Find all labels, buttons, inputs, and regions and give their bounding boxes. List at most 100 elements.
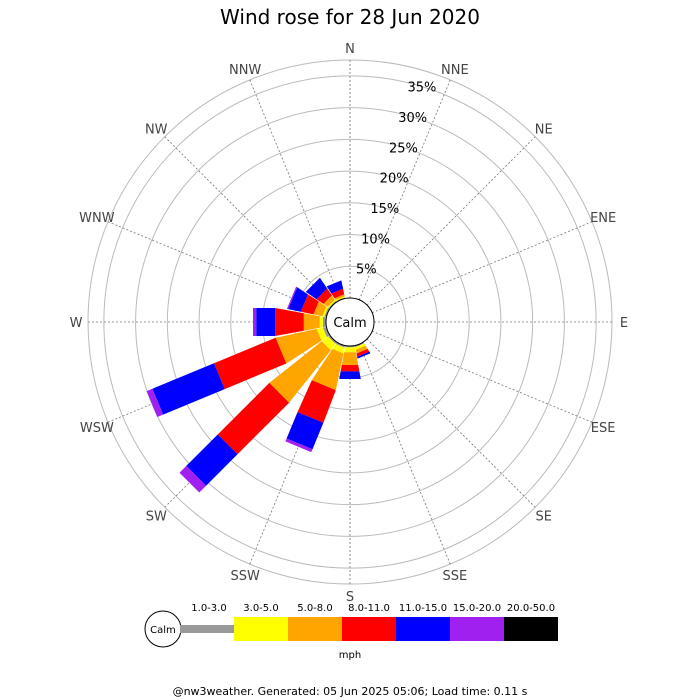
bar-segment-sse-5-0-8-0 xyxy=(355,345,368,354)
direction-label-wsw: WSW xyxy=(80,421,114,436)
direction-labels: N NNE NE ENE E ESE SE SSE S SSW SW WSW W WNW NW NNW xyxy=(70,42,629,605)
bar-segment-s-8-0-11-0 xyxy=(340,365,360,372)
bar-segment-sw-8-0-11-0 xyxy=(217,382,290,455)
direction-label-ese: ESE xyxy=(591,421,616,436)
bar-segment-wsw-15-0-20-0 xyxy=(146,388,164,417)
bar-segment-wnw-5-0-8-0 xyxy=(313,301,327,317)
legend-swatch-20-0-50-0 xyxy=(504,617,558,641)
bar-segment-sse-8-0-11-0 xyxy=(356,348,370,357)
legend-swatch-1-0-3-0 xyxy=(180,625,234,633)
ring-label: 5% xyxy=(356,263,377,278)
grid-ring xyxy=(135,107,565,537)
legend-unit: mph xyxy=(339,650,361,661)
bar-segment-s-3-0-5-0 xyxy=(344,347,356,353)
bar-segment-sse-11-0-15-0 xyxy=(357,351,371,359)
legend-label-20-0-50-0: 20.0-50.0 xyxy=(507,603,555,614)
legend-label-8-0-11-0: 8.0-11.0 xyxy=(348,603,390,614)
bar-segment-wsw-5-0-8-0 xyxy=(275,328,322,364)
bar-segment-w-15-0-20-0 xyxy=(253,308,257,336)
bar-segment-wnw-8-0-11-0 xyxy=(300,294,319,315)
wind-bars xyxy=(146,277,371,493)
ring-labels: 5% 10% 15% 20% 25% 30% 35% xyxy=(356,81,436,278)
direction-label-s: S xyxy=(346,590,354,605)
bar-segment-wnw-3-0-5-0 xyxy=(322,306,328,317)
legend-swatch-3-0-5-0 xyxy=(234,617,288,641)
bar-segment-wnw-11-0-15-0 xyxy=(288,287,308,312)
bar-segment-sw-3-0-5-0 xyxy=(321,336,336,351)
direction-label-wnw: WNW xyxy=(79,211,115,226)
direction-label-nw: NW xyxy=(145,122,168,137)
bar-segment-wsw-8-0-11-0 xyxy=(214,337,287,390)
legend-swatch-5-0-8-0 xyxy=(288,617,342,641)
grid-ring xyxy=(230,202,470,442)
bar-segment-ssw-11-0-15-0 xyxy=(286,412,324,450)
grid-ring xyxy=(166,138,534,506)
direction-label-ene: ENE xyxy=(590,211,616,226)
bar-segment-sw-11-0-15-0 xyxy=(186,434,238,486)
bar-segment-wsw-1-0-3-0 xyxy=(322,327,330,338)
bar-segment-w-5-0-8-0 xyxy=(303,313,320,331)
direction-label-nne: NNE xyxy=(441,63,469,78)
footer-text: @nw3weather. Generated: 05 Jun 2025 05:0… xyxy=(173,685,528,698)
direction-label-sse: SSE xyxy=(442,569,467,584)
bar-segment-nnw-5-0-8-0 xyxy=(334,294,345,300)
bar-segment-sse-3-0-5-0 xyxy=(355,343,366,350)
bar-segment-s-11-0-15-0 xyxy=(339,371,361,379)
bar-segment-sw-15-0-20-0 xyxy=(179,465,207,493)
speed-legend: Calm 1.0-3.0 3.0-5.0 5.0-8.0 8.0-11.0 11.0-1… xyxy=(144,603,558,661)
ring-label: 35% xyxy=(408,81,437,96)
bar-segment-s-5-0-8-0 xyxy=(341,352,359,365)
bar-segment-wsw-3-0-5-0 xyxy=(316,327,327,341)
legend-label-3-0-5-0: 3.0-5.0 xyxy=(243,603,278,614)
direction-label-nnw: NNW xyxy=(229,63,261,78)
bar-segment-nw-5-0-8-0 xyxy=(323,295,335,307)
ring-label: 10% xyxy=(361,232,390,247)
legend-label-15-0-20-0: 15.0-20.0 xyxy=(453,603,501,614)
legend-calm-label: Calm xyxy=(150,625,176,636)
bar-segment-sw-5-0-8-0 xyxy=(269,341,331,403)
direction-label-w: W xyxy=(70,316,83,331)
calm-label: Calm xyxy=(333,316,366,331)
bar-segment-nnw-11-0-15-0 xyxy=(326,280,344,294)
direction-label-se: SE xyxy=(536,510,552,525)
legend-swatch-8-0-11-0 xyxy=(342,617,396,641)
legend-swatch-11-0-15-0 xyxy=(396,617,450,641)
direction-label-ssw: SSW xyxy=(230,569,260,584)
bar-segment-wnw-1-0-3-0 xyxy=(324,307,330,317)
bar-segment-nw-3-0-5-0 xyxy=(327,299,336,308)
bar-segment-w-1-0-3-0 xyxy=(322,316,326,328)
bar-segment-nnw-3-0-5-0 xyxy=(335,296,345,301)
ring-label: 20% xyxy=(380,172,409,187)
bar-segment-nw-1-0-3-0 xyxy=(328,300,337,309)
direction-label-e: E xyxy=(620,316,628,331)
bar-segment-wsw-11-0-15-0 xyxy=(152,363,225,415)
calm-center: Calm xyxy=(325,297,375,347)
ring-label: 30% xyxy=(398,111,427,126)
direction-label-ne: NE xyxy=(535,122,553,137)
legend-label-1-0-3-0: 1.0-3.0 xyxy=(191,603,226,614)
bar-segment-ssw-1-0-3-0 xyxy=(335,342,345,348)
bar-segment-w-3-0-5-0 xyxy=(319,316,323,328)
legend-label-11-0-15-0: 11.0-15.0 xyxy=(399,603,447,614)
bar-segment-ssw-5-0-8-0 xyxy=(311,348,344,391)
direction-label-sw: SW xyxy=(146,510,167,525)
ring-label: 15% xyxy=(370,202,399,217)
bar-segment-sse-1-0-3-0 xyxy=(355,342,365,348)
bar-segment-nnw-8-0-11-0 xyxy=(331,288,345,299)
calm-circle xyxy=(325,297,375,347)
bar-segment-ssw-8-0-11-0 xyxy=(297,380,336,423)
bar-segment-ssw-3-0-5-0 xyxy=(332,344,345,354)
bar-segment-sw-1-0-3-0 xyxy=(328,335,337,344)
bar-segment-w-11-0-15-0 xyxy=(256,308,276,336)
legend-swatch-15-0-20-0 xyxy=(450,617,504,641)
grid-ring xyxy=(103,75,597,569)
bar-segment-ssw-15-0-20-0 xyxy=(285,438,313,453)
ring-label: 25% xyxy=(389,141,418,156)
legend-label-5-0-8-0: 5.0-8.0 xyxy=(297,603,332,614)
grid-ring xyxy=(198,170,502,474)
bar-segment-nw-8-0-11-0 xyxy=(316,288,332,304)
bar-segment-nw-11-0-15-0 xyxy=(305,277,328,300)
direction-label-n: N xyxy=(345,42,355,57)
bar-segment-w-8-0-11-0 xyxy=(275,308,304,336)
